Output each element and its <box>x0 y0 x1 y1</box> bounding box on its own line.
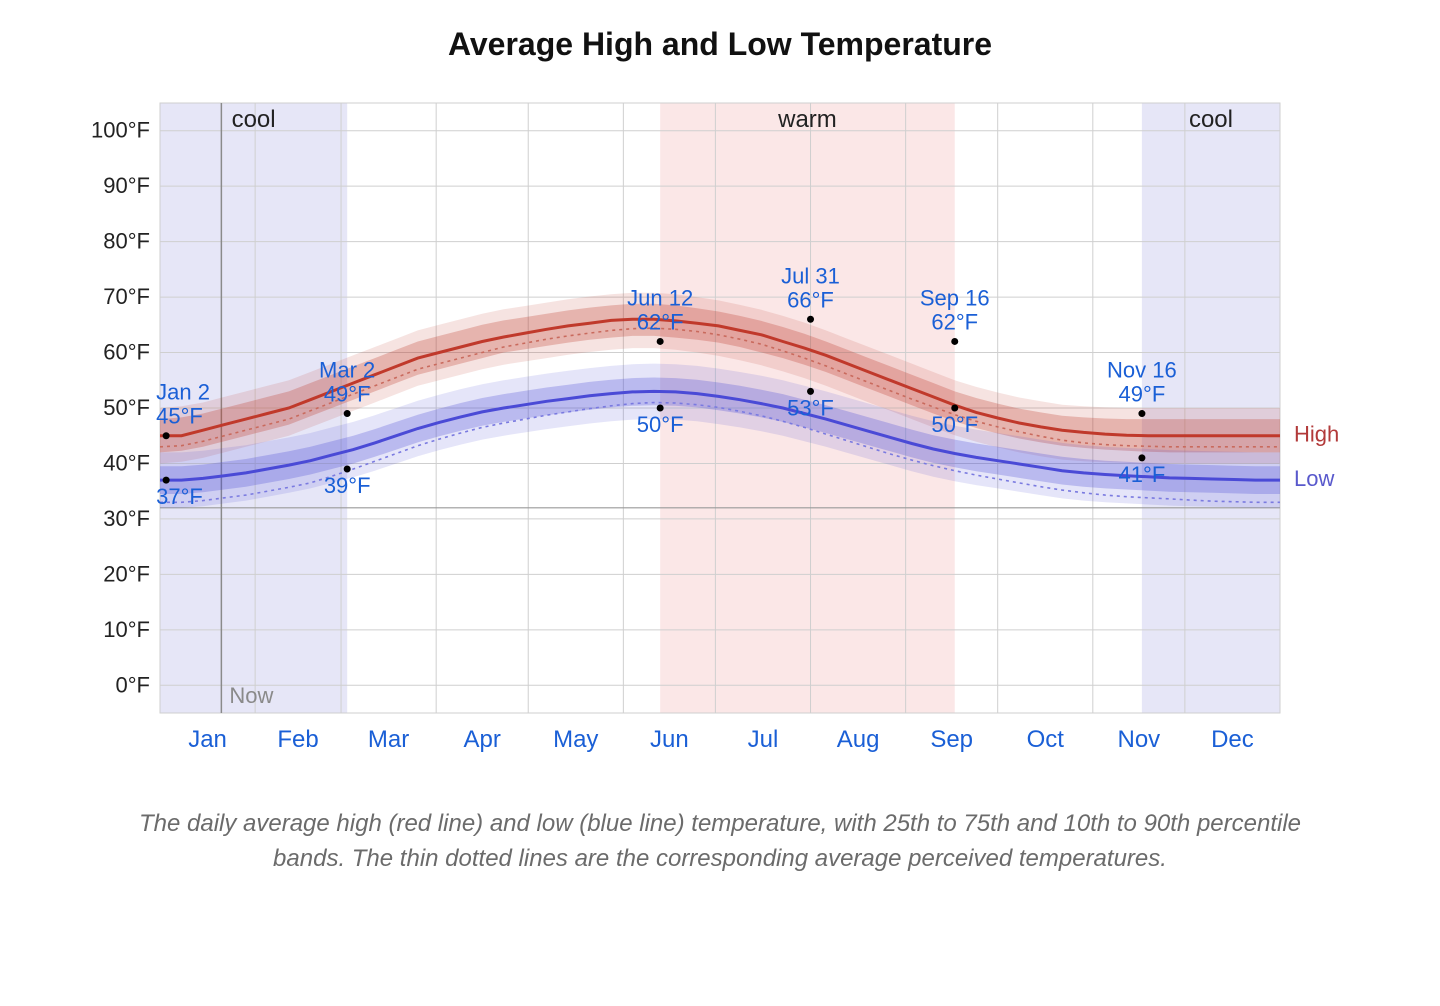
y-tick-label: 50°F <box>103 395 150 420</box>
month-label: Nov <box>1118 726 1161 753</box>
y-tick-label: 90°F <box>103 173 150 198</box>
annotation-point <box>344 466 351 473</box>
month-label: Jun <box>650 726 689 753</box>
month-label: Jul <box>748 726 779 753</box>
month-label: Jan <box>188 726 227 753</box>
season-label: cool <box>232 106 276 133</box>
series-label-high: High <box>1294 422 1339 447</box>
y-tick-label: 20°F <box>103 561 150 586</box>
month-label: Apr <box>464 726 501 753</box>
annotation-date: Jul 31 <box>781 263 840 288</box>
annotation-low: 37°F <box>156 484 203 509</box>
series-label-low: Low <box>1294 466 1334 491</box>
annotation-point <box>657 338 664 345</box>
y-tick-label: 0°F <box>116 672 150 697</box>
now-label: Now <box>229 683 273 708</box>
annotation-point <box>951 338 958 345</box>
month-label: Dec <box>1211 726 1254 753</box>
month-label: May <box>553 726 598 753</box>
y-tick-label: 100°F <box>91 118 150 143</box>
annotation-high: 62°F <box>637 309 684 334</box>
annotation-point <box>344 410 351 417</box>
y-tick-label: 60°F <box>103 340 150 365</box>
annotation-point <box>807 316 814 323</box>
month-label: Oct <box>1027 726 1065 753</box>
annotation-low: 41°F <box>1119 462 1166 487</box>
temperature-chart: 0°F 10°F 20°F 30°F 40°F 50°F 60°F 70°F 80°F 90°F 1… <box>60 73 1380 793</box>
month-label: Mar <box>368 726 409 753</box>
annotation-date: Jan 2 <box>156 380 210 405</box>
annotation-low: 50°F <box>637 412 684 437</box>
annotation-date: Sep 16 <box>920 285 990 310</box>
annotation-low: 39°F <box>324 473 371 498</box>
y-tick-label: 80°F <box>103 229 150 254</box>
annotation-date: Nov 16 <box>1107 358 1177 383</box>
y-tick-label: 30°F <box>103 506 150 531</box>
month-label: Feb <box>277 726 318 753</box>
annotation-date: Mar 2 <box>319 358 375 383</box>
month-label: Sep <box>930 726 973 753</box>
annotation-high: 49°F <box>1119 382 1166 407</box>
annotation-date: Jun 12 <box>627 285 693 310</box>
season-label: warm <box>777 106 837 133</box>
annotation-point <box>951 405 958 412</box>
annotation-point <box>163 432 170 439</box>
month-label: Aug <box>837 726 880 753</box>
y-tick-label: 70°F <box>103 284 150 309</box>
chart-title: Average High and Low Temperature <box>60 26 1380 63</box>
annotation-point <box>657 405 664 412</box>
annotation-low: 50°F <box>931 412 978 437</box>
annotation-point <box>807 388 814 395</box>
season-label: cool <box>1189 106 1233 133</box>
annotation-high: 62°F <box>931 309 978 334</box>
annotation-low: 53°F <box>787 395 834 420</box>
annotation-high: 66°F <box>787 287 834 312</box>
annotation-point <box>1138 454 1145 461</box>
annotation-high: 45°F <box>156 404 203 429</box>
y-tick-label: 10°F <box>103 617 150 642</box>
annotation-point <box>163 477 170 484</box>
annotation-high: 49°F <box>324 382 371 407</box>
chart-container: Average High and Low Temperature 0°F 10°F… <box>0 0 1440 1006</box>
annotation-point <box>1138 410 1145 417</box>
chart-caption: The daily average high (red line) and lo… <box>120 807 1320 877</box>
y-tick-label: 40°F <box>103 450 150 475</box>
